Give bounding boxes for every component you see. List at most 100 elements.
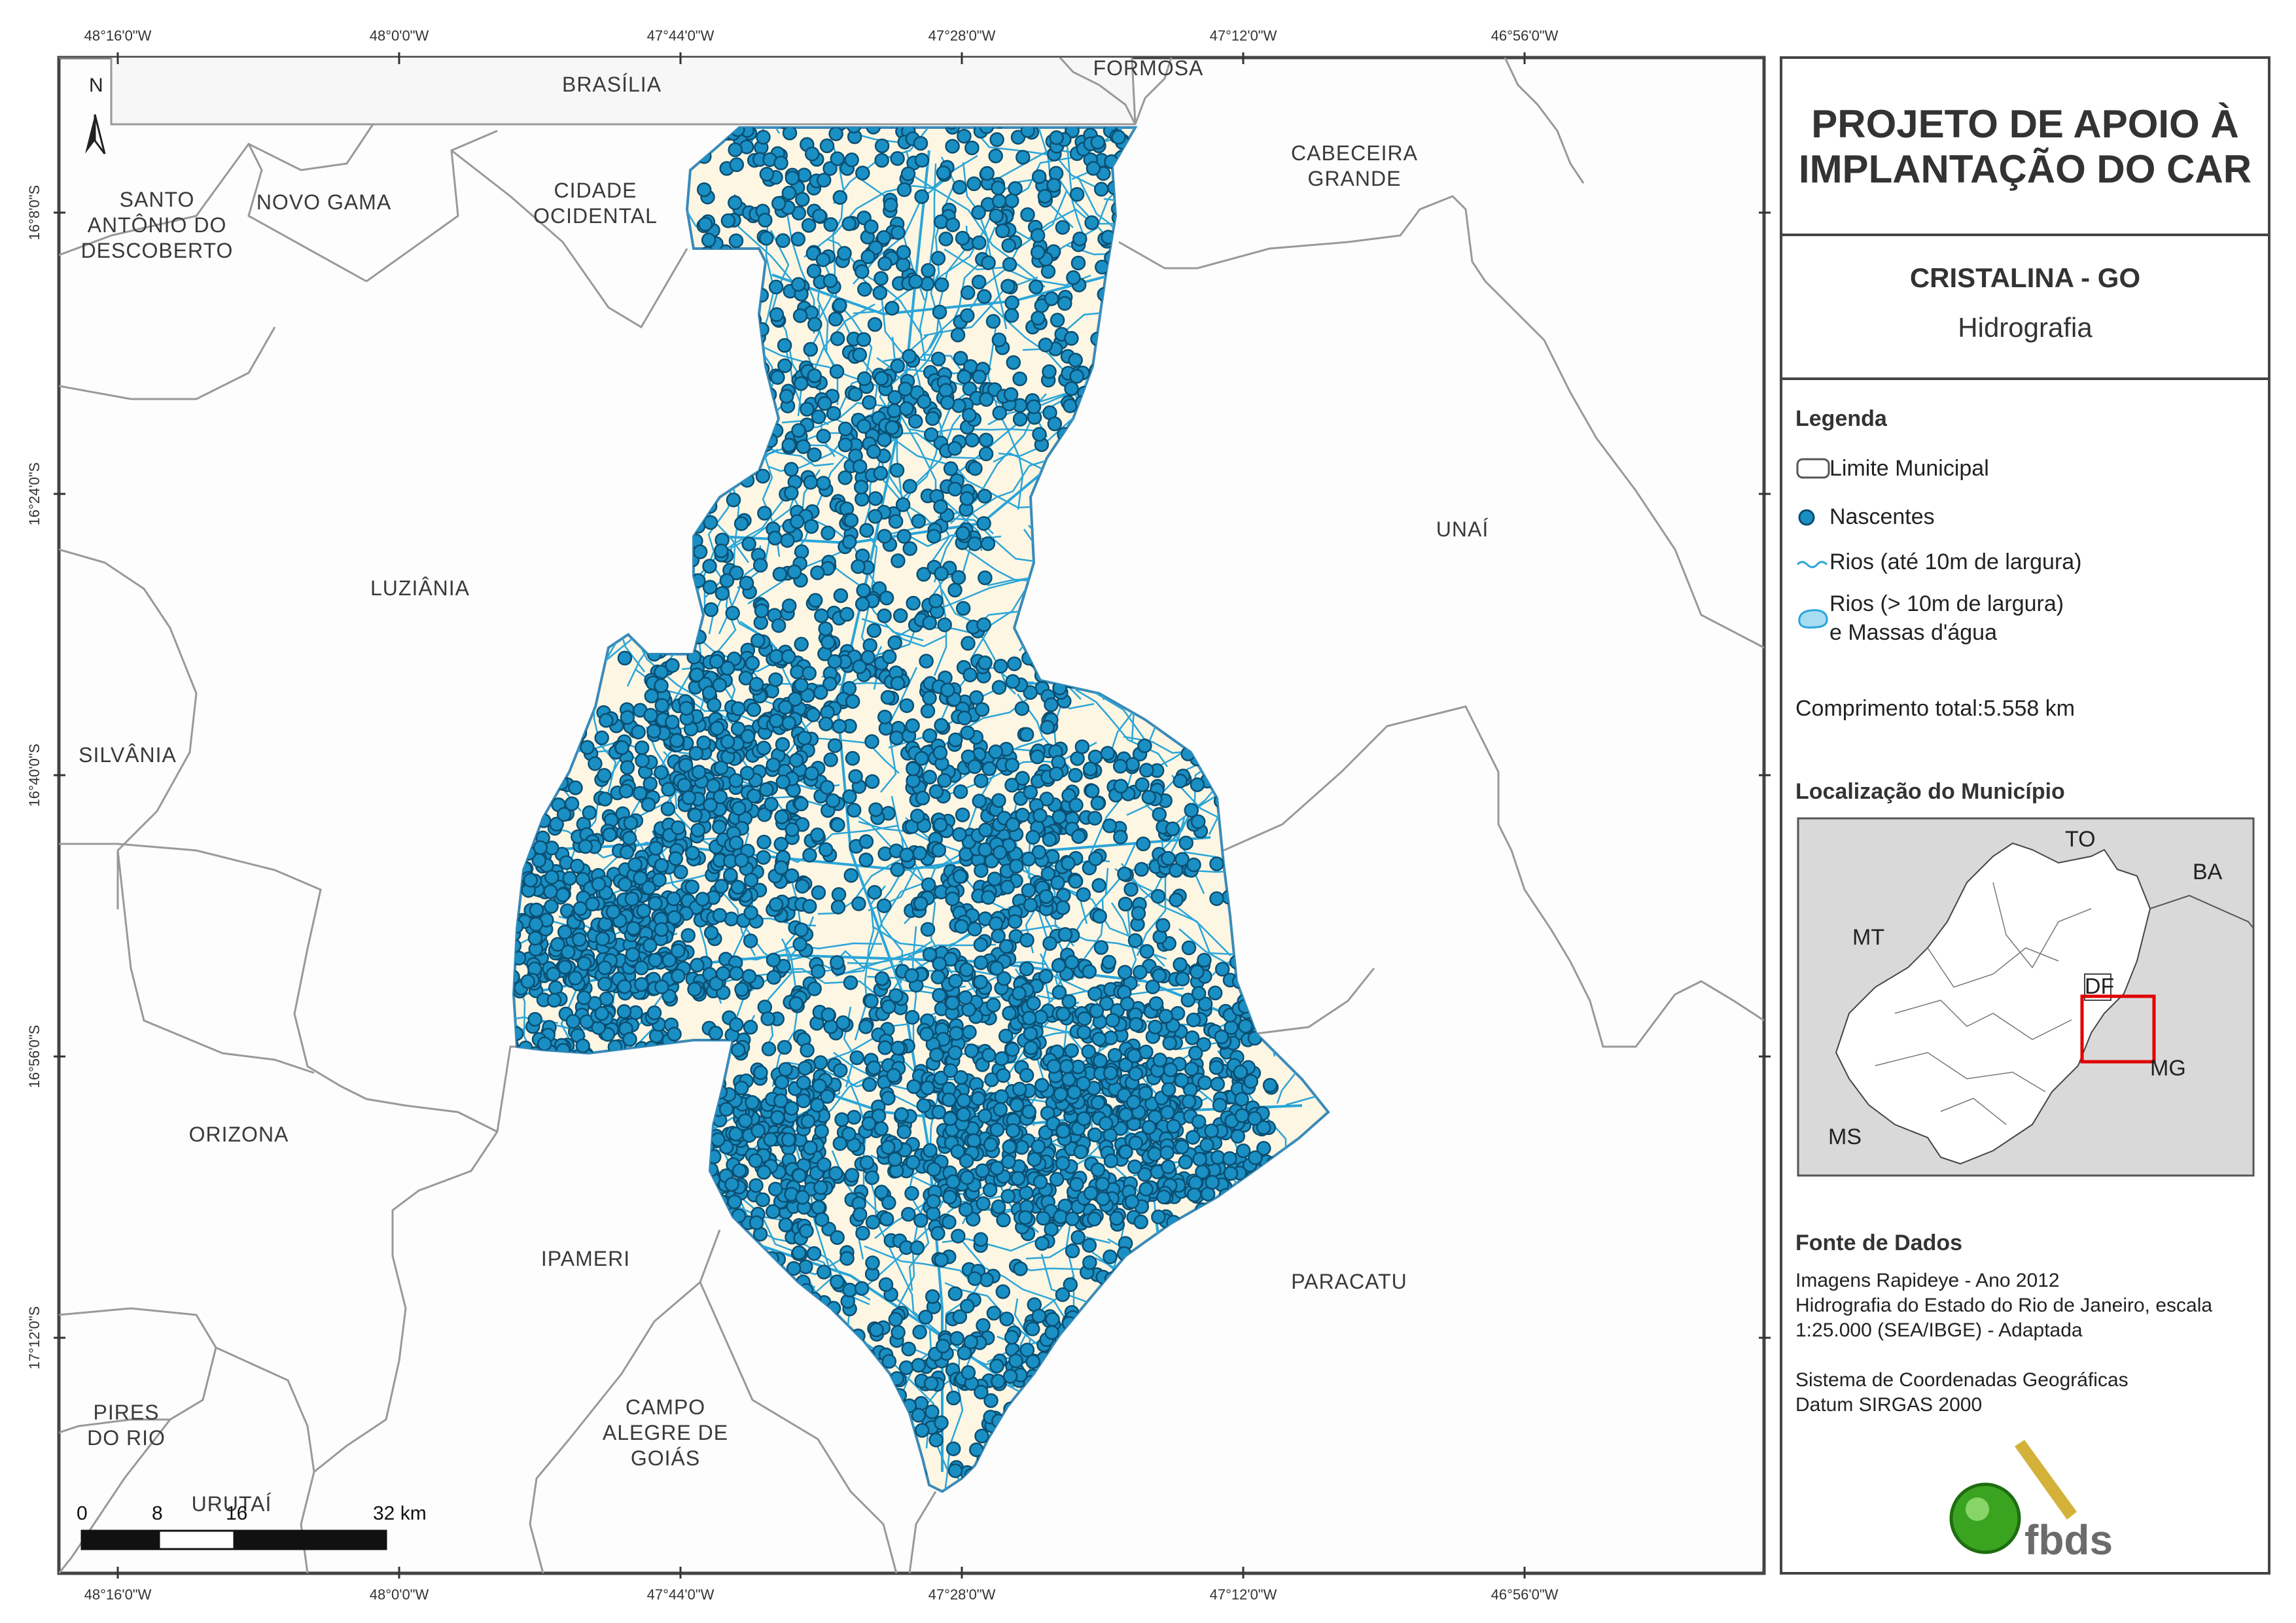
spring-point <box>922 615 937 631</box>
spring-point <box>803 341 819 357</box>
spring-point <box>894 1107 910 1123</box>
spring-point <box>1093 940 1109 955</box>
spring-point <box>622 1032 637 1047</box>
spring-point <box>1209 856 1224 871</box>
spring-point <box>562 871 577 886</box>
spring-point <box>745 655 760 671</box>
spring-point <box>926 1194 941 1209</box>
spring-point <box>618 783 634 799</box>
spring-point <box>741 536 756 551</box>
spring-point <box>911 1357 927 1373</box>
spring-point <box>1023 898 1038 913</box>
spring-point <box>821 525 836 541</box>
spring-point <box>852 459 868 474</box>
spring-point <box>987 871 1002 886</box>
spring-point <box>927 529 942 544</box>
spring-point <box>1019 727 1034 742</box>
spring-point <box>920 922 936 937</box>
spring-point <box>923 1143 938 1158</box>
lon-label-bottom: 48°0'0"W <box>370 1586 429 1603</box>
spring-point <box>746 702 762 718</box>
spring-point <box>873 466 889 481</box>
spring-point <box>786 564 802 580</box>
spring-point <box>841 534 857 550</box>
spring-point <box>1163 1062 1178 1077</box>
spring-point <box>991 680 1007 695</box>
spring-point <box>953 784 968 799</box>
spring-point <box>865 1215 881 1230</box>
spring-point <box>578 839 593 854</box>
spring-point <box>957 128 972 144</box>
spring-point <box>1141 1120 1157 1135</box>
spring-point <box>1118 1107 1133 1123</box>
spring-point <box>920 1080 935 1096</box>
spring-point <box>677 777 692 793</box>
river-segment <box>868 1174 945 1338</box>
sources-heading: Fonte de Dados <box>1795 1230 1963 1255</box>
spring-point <box>730 1042 746 1058</box>
spring-point <box>945 995 960 1011</box>
spring-point <box>908 274 923 289</box>
spring-point <box>942 1092 957 1108</box>
spring-point <box>523 873 539 888</box>
spring-point <box>1005 1123 1021 1138</box>
spring-point <box>1247 1111 1262 1126</box>
spring-point <box>757 506 772 521</box>
spring-point <box>952 179 967 195</box>
spring-point <box>981 1047 997 1063</box>
spring-point <box>978 432 994 447</box>
spring-point <box>1166 1119 1181 1134</box>
spring-point <box>1017 1210 1033 1225</box>
spring-point <box>1090 1095 1106 1110</box>
spring-point <box>976 1318 991 1333</box>
spring-point <box>782 128 798 141</box>
spring-point <box>1034 1077 1050 1093</box>
spring-point <box>556 807 572 822</box>
spring-point <box>774 1075 790 1090</box>
spring-point <box>1190 777 1205 792</box>
neighbor-label-cabeceira-grande: CABECEIRA <box>1291 141 1418 165</box>
spring-point <box>955 526 970 541</box>
spring-point <box>1161 1082 1176 1097</box>
spring-point <box>1087 811 1103 826</box>
spring-point <box>625 947 641 962</box>
spring-point <box>1109 1211 1124 1226</box>
spring-point <box>779 389 794 404</box>
spring-point <box>946 1390 961 1406</box>
spring-point <box>766 952 781 968</box>
spring-point <box>961 636 976 651</box>
spring-point <box>889 988 904 1003</box>
spring-point <box>1209 891 1224 906</box>
spring-point <box>848 769 863 784</box>
spring-point <box>805 707 821 722</box>
lon-label-top: 47°44'0"W <box>647 27 715 44</box>
spring-point <box>900 166 916 182</box>
spring-point <box>916 1098 932 1113</box>
spring-point <box>827 738 843 754</box>
spring-point <box>1135 777 1150 792</box>
spring-point <box>812 1078 827 1094</box>
spring-point <box>864 774 880 789</box>
spring-point <box>923 427 939 442</box>
spring-point <box>922 769 938 785</box>
spring-point <box>811 1200 826 1215</box>
spring-point <box>728 142 743 158</box>
spring-point <box>899 847 915 863</box>
spring-point <box>807 368 822 383</box>
neighbor-label-campo-alegre: GOIÁS <box>631 1446 700 1470</box>
spring-point <box>648 896 663 911</box>
spring-point <box>794 796 809 812</box>
spring-point <box>1186 857 1201 873</box>
spring-point <box>1004 1329 1019 1345</box>
spring-point <box>964 140 980 156</box>
spring-point <box>1031 169 1047 184</box>
spring-point <box>862 638 877 653</box>
spring-point <box>1013 1261 1028 1276</box>
spring-point <box>956 1107 971 1123</box>
spring-point <box>814 1212 830 1227</box>
lat-label: 16°24'0"S <box>26 462 43 526</box>
spring-point <box>973 937 989 952</box>
spring-point <box>998 1028 1014 1044</box>
spring-point <box>688 807 703 823</box>
spring-point <box>988 744 1004 759</box>
